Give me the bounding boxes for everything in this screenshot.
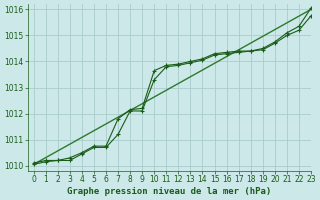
X-axis label: Graphe pression niveau de la mer (hPa): Graphe pression niveau de la mer (hPa) <box>67 187 271 196</box>
